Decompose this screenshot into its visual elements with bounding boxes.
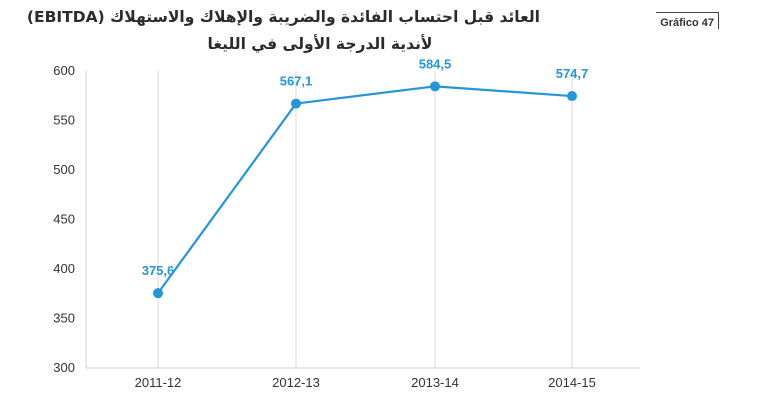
chart-title-line-2: لأندية الدرجة الأولى في الليغا — [207, 35, 433, 53]
series-group — [153, 81, 577, 299]
data-point — [291, 98, 301, 109]
data-label: 567,1 — [280, 74, 313, 89]
x-tick-label: 2012-13 — [272, 375, 320, 390]
chart-title: العائد قبل احتساب الفائدة والضريبة والإه… — [26, 4, 540, 58]
y-axis-ticks: 300 350 400 450 500 550 600 — [53, 63, 75, 375]
data-label: 375,6 — [142, 263, 175, 278]
x-tick-label: 2013-14 — [411, 375, 459, 390]
y-tick-label: 300 — [53, 360, 75, 375]
x-tick-label: 2011-12 — [135, 375, 182, 390]
data-labels: 375,6 567,1 584,5 574,7 — [142, 56, 589, 278]
y-tick-label: 450 — [53, 212, 75, 227]
y-tick-label: 500 — [53, 162, 75, 177]
data-point — [153, 288, 163, 299]
data-label: 584,5 — [419, 56, 452, 71]
y-tick-label: 350 — [53, 311, 75, 326]
y-tick-label: 550 — [53, 113, 75, 128]
y-tick-label: 400 — [53, 261, 75, 276]
x-tick-label: 2014-15 — [548, 375, 596, 390]
y-tick-label: 600 — [53, 63, 75, 78]
data-point — [430, 81, 440, 92]
chart-axes — [85, 71, 640, 369]
data-point — [567, 91, 577, 102]
data-label: 574,7 — [556, 66, 589, 81]
figure-label-text: Gráfico 47 — [660, 17, 714, 29]
chart-grid — [157, 71, 573, 368]
x-axis-ticks: 2011-12 2012-13 2013-14 2014-15 — [135, 375, 596, 390]
series-line — [157, 85, 573, 294]
chart-title-line-1: العائد قبل احتساب الفائدة والضريبة والإه… — [26, 8, 540, 26]
figure-label: Gráfico 47 — [656, 12, 719, 29]
